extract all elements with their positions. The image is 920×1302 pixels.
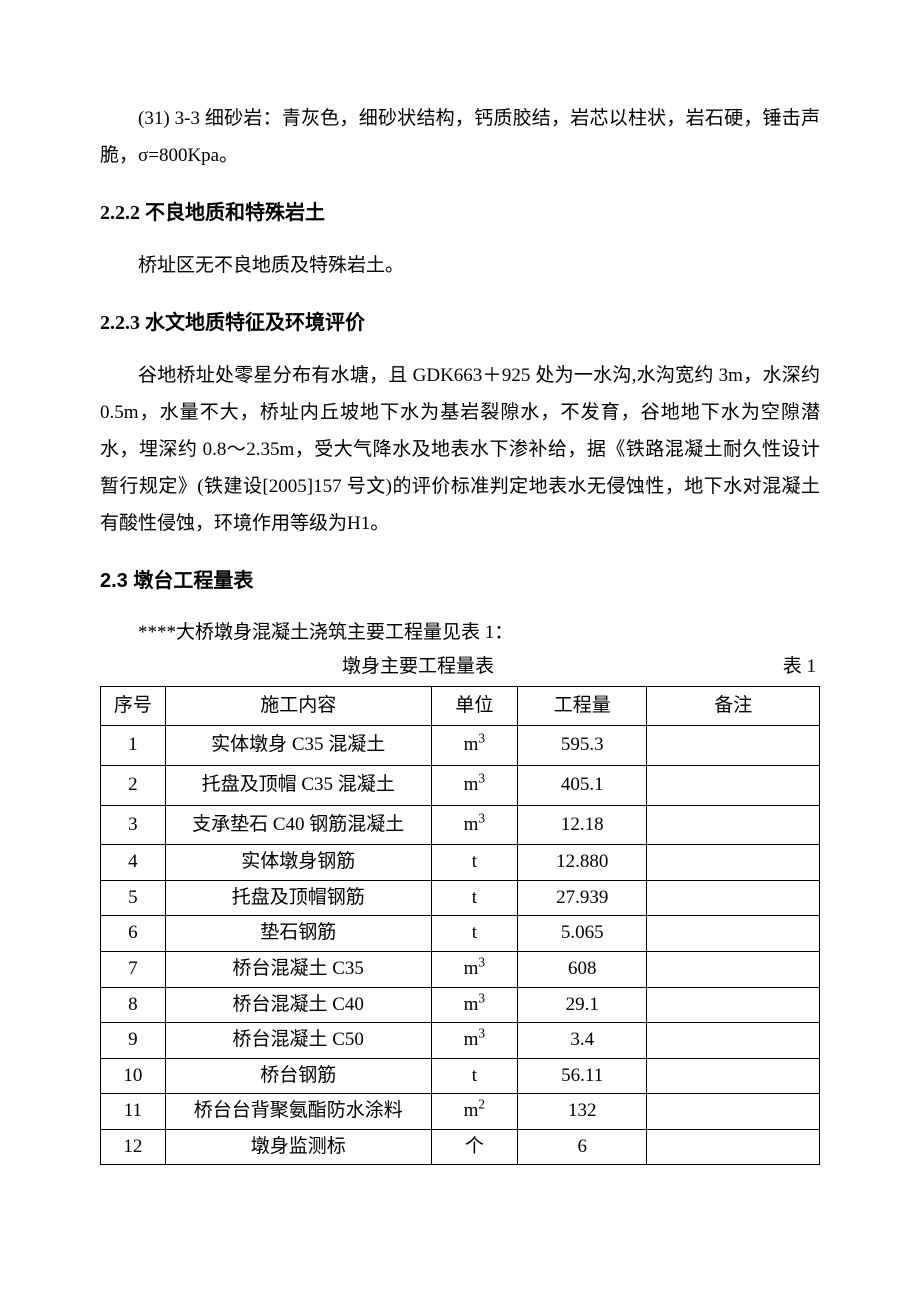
paragraph-31: (31) 3-3 细砂岩：青灰色，细砂状结构，钙质胶结，岩芯以柱状，岩石硬，锤击… — [100, 100, 820, 174]
cell-remark — [647, 805, 820, 845]
table-body: 1实体墩身 C35 混凝土m3595.32托盘及顶帽 C35 混凝土m3405.… — [101, 726, 820, 1165]
table-row: 9桥台混凝土 C50m33.4 — [101, 1023, 820, 1059]
cell-unit: m3 — [431, 726, 517, 766]
cell-seq: 1 — [101, 726, 166, 766]
table-row: 6垫石钢筋t5.065 — [101, 916, 820, 952]
cell-unit: t — [431, 880, 517, 916]
col-header-unit: 单位 — [431, 686, 517, 726]
cell-unit: t — [431, 1058, 517, 1094]
cell-qty: 3.4 — [518, 1023, 647, 1059]
heading-2-3: 2.3 墩台工程量表 — [100, 564, 820, 593]
cell-content: 垫石钢筋 — [165, 916, 431, 952]
cell-qty: 12.880 — [518, 845, 647, 881]
cell-qty: 6 — [518, 1129, 647, 1165]
heading-2-2-2: 2.2.2 不良地质和特殊岩土 — [100, 196, 820, 225]
cell-unit: 个 — [431, 1129, 517, 1165]
cell-unit: m3 — [431, 765, 517, 805]
table-row: 8桥台混凝土 C40m329.1 — [101, 987, 820, 1023]
cell-unit: m3 — [431, 951, 517, 987]
quantity-table: 序号 施工内容 单位 工程量 备注 1实体墩身 C35 混凝土m3595.32托… — [100, 686, 820, 1166]
cell-remark — [647, 765, 820, 805]
table-row: 10桥台钢筋t56.11 — [101, 1058, 820, 1094]
table-row: 3支承垫石 C40 钢筋混凝土m312.18 — [101, 805, 820, 845]
cell-unit: m3 — [431, 1023, 517, 1059]
heading-text: 墩台工程量表 — [128, 570, 254, 592]
table-row: 7桥台混凝土 C35m3608 — [101, 951, 820, 987]
table-number: 表 1 — [736, 651, 816, 683]
cell-qty: 5.065 — [518, 916, 647, 952]
cell-content: 实体墩身钢筋 — [165, 845, 431, 881]
cell-content: 桥台钢筋 — [165, 1058, 431, 1094]
col-header-content: 施工内容 — [165, 686, 431, 726]
cell-unit: t — [431, 916, 517, 952]
cell-remark — [647, 880, 820, 916]
cell-unit: m3 — [431, 805, 517, 845]
cell-qty: 12.18 — [518, 805, 647, 845]
cell-seq: 5 — [101, 880, 166, 916]
cell-seq: 11 — [101, 1094, 166, 1130]
col-header-remark: 备注 — [647, 686, 820, 726]
table-header-row: 序号 施工内容 单位 工程量 备注 — [101, 686, 820, 726]
cell-content: 托盘及顶帽 C35 混凝土 — [165, 765, 431, 805]
cell-content: 桥台混凝土 C35 — [165, 951, 431, 987]
cell-qty: 29.1 — [518, 987, 647, 1023]
col-header-qty: 工程量 — [518, 686, 647, 726]
cell-qty: 595.3 — [518, 726, 647, 766]
table-intro: ****大桥墩身混凝土浇筑主要工程量见表 1： — [100, 615, 820, 651]
table-row: 11桥台台背聚氨酯防水涂料m2132 — [101, 1094, 820, 1130]
cell-seq: 2 — [101, 765, 166, 805]
cell-qty: 132 — [518, 1094, 647, 1130]
table-row: 1实体墩身 C35 混凝土m3595.3 — [101, 726, 820, 766]
table-row: 4实体墩身钢筋t12.880 — [101, 845, 820, 881]
cell-remark — [647, 987, 820, 1023]
heading-number: 2.3 — [100, 570, 128, 592]
paragraph-222: 桥址区无不良地质及特殊岩土。 — [100, 247, 820, 284]
cell-seq: 8 — [101, 987, 166, 1023]
cell-remark — [647, 726, 820, 766]
cell-content: 墩身监测标 — [165, 1129, 431, 1165]
cell-unit: m3 — [431, 987, 517, 1023]
cell-unit: t — [431, 845, 517, 881]
cell-seq: 6 — [101, 916, 166, 952]
cell-seq: 10 — [101, 1058, 166, 1094]
cell-qty: 56.11 — [518, 1058, 647, 1094]
cell-qty: 405.1 — [518, 765, 647, 805]
cell-content: 实体墩身 C35 混凝土 — [165, 726, 431, 766]
cell-content: 托盘及顶帽钢筋 — [165, 880, 431, 916]
cell-remark — [647, 1094, 820, 1130]
cell-remark — [647, 1023, 820, 1059]
heading-2-2-3: 2.2.3 水文地质特征及环境评价 — [100, 306, 820, 335]
cell-remark — [647, 1129, 820, 1165]
cell-remark — [647, 951, 820, 987]
cell-remark — [647, 1058, 820, 1094]
cell-remark — [647, 916, 820, 952]
cell-seq: 3 — [101, 805, 166, 845]
cell-content: 桥台台背聚氨酯防水涂料 — [165, 1094, 431, 1130]
table-row: 2托盘及顶帽 C35 混凝土m3405.1 — [101, 765, 820, 805]
cell-unit: m2 — [431, 1094, 517, 1130]
cell-seq: 9 — [101, 1023, 166, 1059]
cell-content: 桥台混凝土 C50 — [165, 1023, 431, 1059]
paragraph-223: 谷地桥址处零星分布有水塘，且 GDK663＋925 处为一水沟,水沟宽约 3m，… — [100, 357, 820, 542]
cell-qty: 27.939 — [518, 880, 647, 916]
table-row: 12墩身监测标个6 — [101, 1129, 820, 1165]
cell-qty: 608 — [518, 951, 647, 987]
table-caption-row: 墩身主要工程量表 表 1 — [100, 651, 820, 685]
table-row: 5托盘及顶帽钢筋t27.939 — [101, 880, 820, 916]
cell-remark — [647, 845, 820, 881]
cell-seq: 7 — [101, 951, 166, 987]
cell-seq: 4 — [101, 845, 166, 881]
cell-content: 支承垫石 C40 钢筋混凝土 — [165, 805, 431, 845]
cell-content: 桥台混凝土 C40 — [165, 987, 431, 1023]
table-caption: 墩身主要工程量表 — [100, 651, 736, 683]
col-header-seq: 序号 — [101, 686, 166, 726]
cell-seq: 12 — [101, 1129, 166, 1165]
